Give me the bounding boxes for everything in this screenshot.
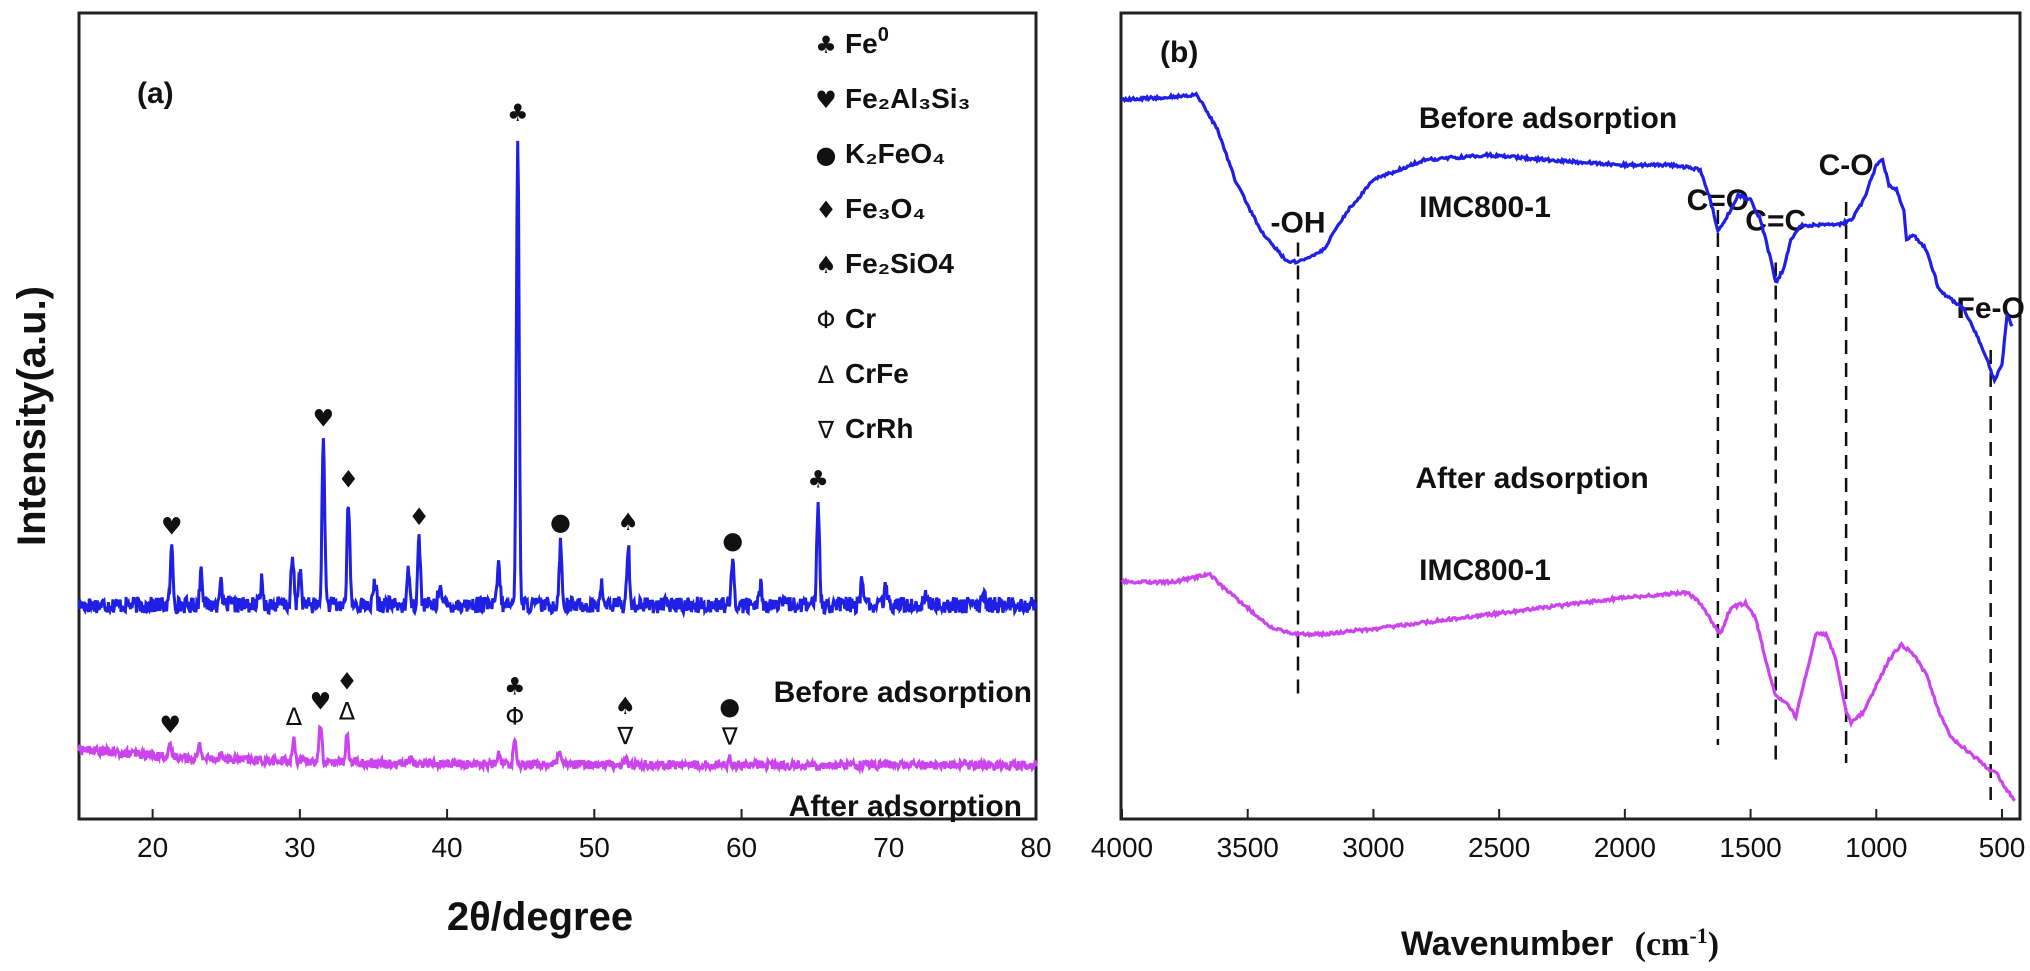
ftir-x-tick-label: 2000 <box>1594 832 1656 863</box>
ftir-series-group <box>1120 91 2016 802</box>
ftir-plot-frame <box>1119 11 2022 821</box>
xrd-legend-label: Fe0 <box>845 24 889 59</box>
xrd-peak-marker: ♥ <box>161 513 183 541</box>
ftir-panel-label: (b) <box>1160 36 1198 69</box>
xrd-peak-marker: ♥ <box>160 711 182 739</box>
xrd-x-tick-label: 60 <box>726 832 757 863</box>
ftir-x-tick-label: 3000 <box>1342 832 1404 863</box>
xrd-peak-marker: Δ <box>286 703 303 731</box>
xrd-x-ticks: 20 30 40 50 60 70 80 <box>137 809 1052 863</box>
ftir-x-axis-name: Wavenumber <box>1401 925 1613 963</box>
xrd-peak-markers: ♥♥♦♦♣● ♠●♣♥ Δ♥♦Δ♣Φ ♠∇●∇ <box>160 99 829 750</box>
xrd-legend-label: K₂FeO₄ <box>845 138 945 169</box>
xrd-legend-text: CrRh <box>845 413 913 444</box>
ftir-label-after: After adsorption <box>1415 462 1648 495</box>
xrd-peak-marker: ♠ <box>617 508 639 536</box>
xrd-peak-marker: ♦ <box>408 503 430 531</box>
xrd-legend-text: Cr <box>845 303 876 334</box>
xrd-x-tick-label: 70 <box>873 832 904 863</box>
xrd-legend-text: Fe₂Al₃Si₃ <box>845 83 970 114</box>
ftir-panel: (b) 4000 3500 3000 2500 2000 1500 1000 500 Wave… <box>1091 11 2026 964</box>
xrd-legend-label: Fe₂SiO4 <box>845 248 954 279</box>
xrd-x-tick-label: 80 <box>1020 832 1051 863</box>
xrd-line-before <box>77 140 1038 619</box>
xrd-legend-text: CrFe <box>845 358 909 389</box>
xrd-legend-symbol: ∇ <box>817 416 835 444</box>
ftir-band-label: C-O <box>1819 149 1874 182</box>
xrd-label-after: After adsorption <box>789 790 1022 823</box>
xrd-legend-symbol: ♥ <box>815 86 837 114</box>
xrd-peak-marker: ♠ <box>614 692 636 720</box>
xrd-peak-marker: ♣ <box>507 99 529 127</box>
ftir-band-label: C=O <box>1687 184 1750 217</box>
xrd-legend-text: Fe₃O₄ <box>845 193 926 224</box>
ftir-x-tick-label: 1000 <box>1845 832 1907 863</box>
ftir-x-tick-label: 3500 <box>1217 832 1279 863</box>
xrd-y-axis-label: Intensity(a.u.) <box>10 286 54 546</box>
ftir-band-label: Fe-O <box>1957 292 2025 325</box>
xrd-legend-symbol: ♠ <box>815 251 837 279</box>
xrd-peak-marker: ♣ <box>504 673 526 701</box>
xrd-peak-marker: ● <box>550 508 571 536</box>
xrd-peak-marker: ∇ <box>721 722 739 750</box>
xrd-legend-label: Fe₂Al₃Si₃ <box>845 83 970 114</box>
xrd-legend-symbol: ♦ <box>815 196 837 224</box>
ftir-x-tick-label: 1500 <box>1719 832 1781 863</box>
xrd-legend-superscript: 0 <box>878 24 889 46</box>
xrd-legend-label: CrFe <box>845 358 909 389</box>
xrd-x-axis-label: 2θ/degree <box>447 895 633 939</box>
ftir-sample-label-after: IMC800-1 <box>1419 554 1551 587</box>
xrd-peak-marker: ♦ <box>336 668 358 696</box>
xrd-plot-frame <box>77 11 1038 821</box>
ftir-band-label: -OH <box>1271 207 1326 240</box>
xrd-legend-label: Cr <box>845 303 876 334</box>
ftir-x-ticks: 4000 3500 3000 2500 2000 1500 1000 500 <box>1091 809 2026 863</box>
ftir-line-before <box>1120 91 2014 385</box>
ftir-x-tick-label: 500 <box>1979 832 2026 863</box>
ftir-x-tick-label: 4000 <box>1091 832 1153 863</box>
xrd-legend-label: CrRh <box>845 413 913 444</box>
xrd-legend-label: Fe₃O₄ <box>845 193 926 224</box>
ftir-band-guides: -OHC=OC=CC-OFe-O <box>1271 149 2025 800</box>
xrd-peak-marker: ♦ <box>338 466 360 494</box>
xrd-legend-symbol: ♣ <box>815 31 837 59</box>
xrd-label-before: Before adsorption <box>774 676 1032 709</box>
ftir-label-before: Before adsorption <box>1419 102 1677 135</box>
ftir-x-axis-unit: (cm <box>1635 926 1690 963</box>
xrd-legend-symbol: ● <box>816 141 837 169</box>
xrd-legend-symbol: Φ <box>817 306 836 334</box>
ftir-line-after <box>1120 571 2016 802</box>
xrd-line-after <box>77 724 1038 776</box>
ftir-x-tick-label: 2500 <box>1468 832 1530 863</box>
xrd-peak-marker: ♥ <box>310 687 332 715</box>
xrd-x-tick-label: 20 <box>137 832 168 863</box>
xrd-peak-marker: ♣ <box>807 466 829 494</box>
xrd-legend: ♣ Fe0 ♥ Fe₂Al₃Si₃ ● K₂FeO₄ ♦ Fe₃O₄ ♠ Fe₂SiO4 Φ Cr Δ C… <box>815 24 970 444</box>
xrd-peak-marker: ● <box>719 692 740 720</box>
xrd-peak-marker: ● <box>722 527 743 555</box>
ftir-sample-label-before: IMC800-1 <box>1419 191 1551 224</box>
xrd-series-group <box>77 140 1038 776</box>
xrd-x-tick-label: 50 <box>579 832 610 863</box>
xrd-peak-marker: ♥ <box>313 405 335 433</box>
xrd-legend-text: K₂FeO₄ <box>845 138 945 169</box>
ftir-x-axis-unit-close: ) <box>1708 926 1719 963</box>
xrd-peak-marker: ∇ <box>616 722 634 750</box>
xrd-x-tick-label: 40 <box>431 832 462 863</box>
xrd-peak-marker: Δ <box>339 698 356 726</box>
xrd-peak-marker: Φ <box>505 703 524 731</box>
ftir-x-axis-unit-exponent: -1 <box>1689 923 1707 948</box>
xrd-panel-label: (a) <box>137 77 174 110</box>
xrd-legend-text: Fe <box>845 28 878 59</box>
xrd-panel: (a) 20 30 40 50 60 70 80 2θ/degree Intensity(a… <box>10 11 1052 939</box>
xrd-legend-text: Fe₂SiO4 <box>845 248 954 279</box>
xrd-x-tick-label: 30 <box>284 832 315 863</box>
ftir-x-axis-label: Wavenumber (cm-1) <box>1401 923 1719 964</box>
xrd-legend-symbol: Δ <box>818 361 835 389</box>
